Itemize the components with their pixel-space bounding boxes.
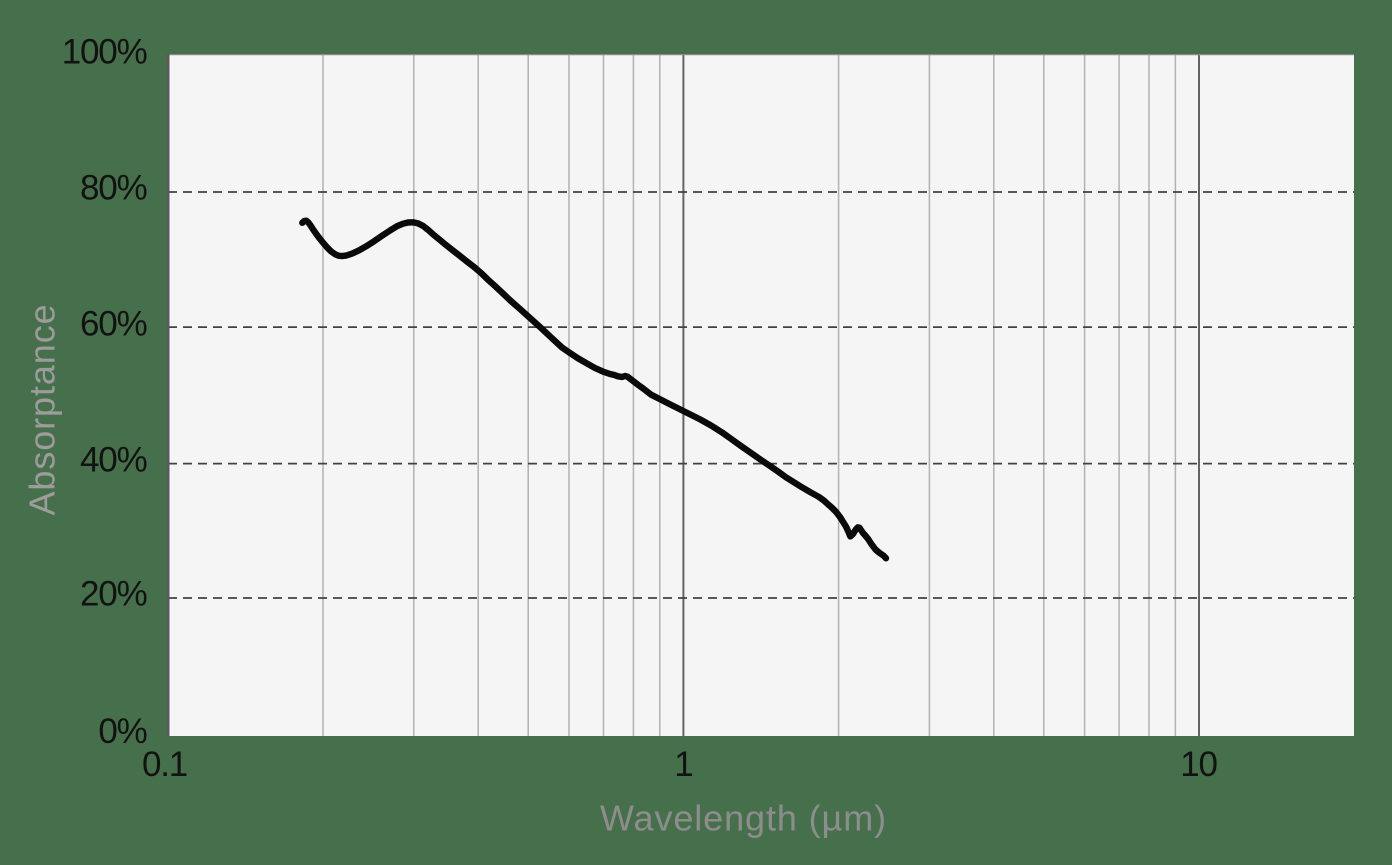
svg-text:100%: 100% — [62, 32, 147, 71]
svg-text:20%: 20% — [80, 575, 147, 614]
svg-text:1: 1 — [674, 745, 692, 784]
svg-text:0%: 0% — [98, 712, 146, 751]
svg-text:40%: 40% — [80, 441, 147, 480]
svg-text:Wavelength (µm): Wavelength (µm) — [600, 798, 887, 839]
svg-text:Absorptance: Absorptance — [22, 303, 63, 515]
svg-text:10: 10 — [1180, 745, 1217, 784]
svg-text:0.1: 0.1 — [142, 745, 187, 784]
svg-text:80%: 80% — [80, 169, 147, 208]
svg-text:60%: 60% — [80, 305, 147, 344]
